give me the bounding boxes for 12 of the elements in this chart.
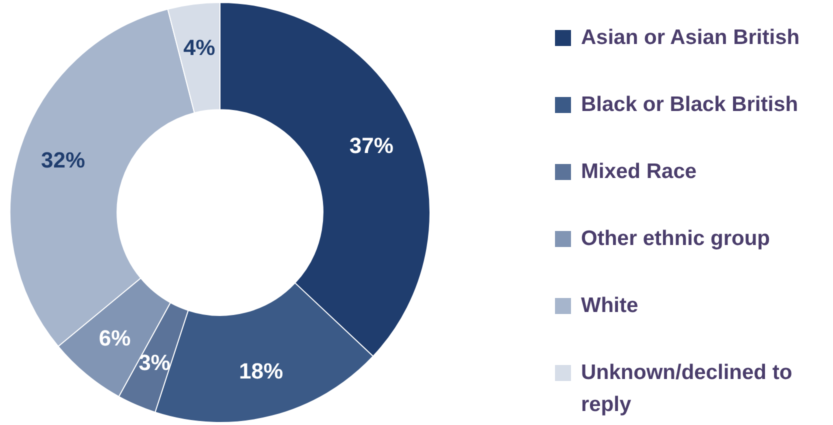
legend-label: Black or Black British: [581, 92, 798, 118]
data-label: 4%: [183, 34, 216, 60]
legend-label: Unknown/declined to reply: [581, 360, 794, 418]
data-label: 18%: [239, 358, 284, 384]
legend-label: Mixed Race: [581, 159, 697, 185]
legend-label: White: [581, 293, 638, 319]
legend-label: Other ethnic group: [581, 226, 770, 252]
data-label: 32%: [41, 148, 86, 173]
legend-label: Asian or Asian British: [581, 25, 800, 51]
data-label: 37%: [349, 133, 394, 158]
data-label: 3%: [138, 350, 170, 376]
data-label: 6%: [98, 326, 131, 351]
